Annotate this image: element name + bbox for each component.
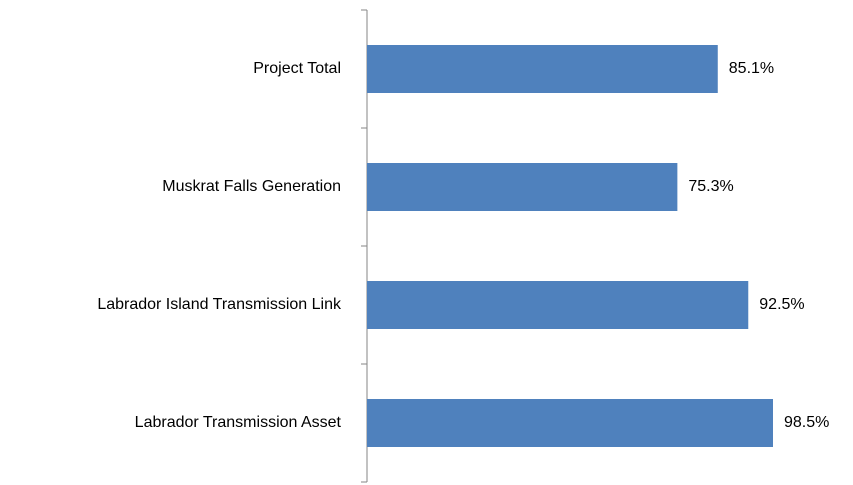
- bar: [367, 163, 678, 211]
- value-label: 85.1%: [729, 60, 774, 77]
- category-label: Labrador Island Transmission Link: [97, 296, 342, 313]
- bar: [367, 399, 773, 447]
- bar: [367, 45, 718, 93]
- value-label: 92.5%: [759, 296, 804, 313]
- value-label: 98.5%: [784, 414, 829, 431]
- category-label: Labrador Transmission Asset: [135, 414, 342, 431]
- bar: [367, 281, 749, 329]
- category-label: Project Total: [253, 60, 341, 77]
- value-label: 75.3%: [688, 178, 733, 195]
- category-label: Muskrat Falls Generation: [162, 178, 341, 195]
